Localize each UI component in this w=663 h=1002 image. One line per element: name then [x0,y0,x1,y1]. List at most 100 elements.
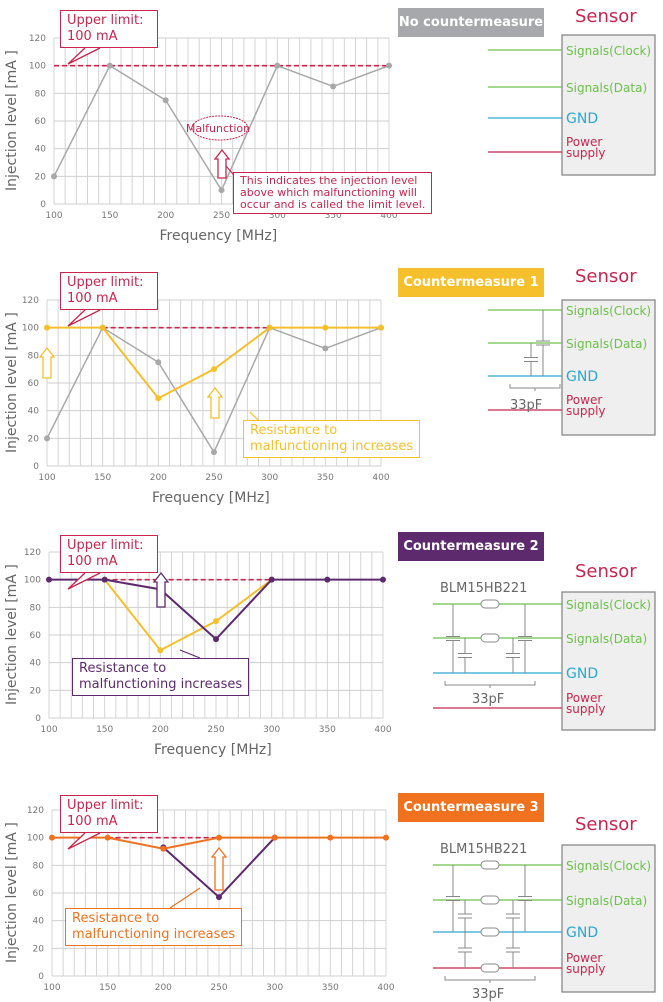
sensor-box [561,844,656,993]
ferrite-bead-icon [480,963,500,973]
ferrite-bead-icon [480,927,500,937]
data-point [162,97,169,104]
signal-label-4: Power supply [566,135,606,160]
data-point [104,834,111,841]
up-arrow-icon [206,386,224,419]
data-point [99,324,106,331]
panel-2: 0 20 40 60 80 100 120 100 150 200 250 300 350 400 Sign… [0,262,663,524]
ferrite-bead-icon [480,860,500,870]
malfunction-label: Malfunction [186,122,250,135]
annotation-note: Resistance to malfunctioning increases [243,420,421,458]
sensor-title: Sensor [575,266,637,287]
signal-label-4: Power supply [566,393,606,418]
x-tick-label: 350 [325,211,342,221]
capacitor-icon [518,865,532,932]
data-point [49,834,55,841]
chart-4: 0 20 40 60 80 100 120 100 150 200 250 300 350 400 Sign… [27,806,656,1002]
y-tick-label: 120 [22,296,39,306]
x-tick-label: 400 [372,473,389,483]
y-axis-label: Injection level [mA ] [4,312,20,453]
data-point [383,834,389,841]
data-point [330,83,337,90]
series-line-1 [103,578,273,652]
countermeasure-badge: Countermeasure 3 [398,793,544,822]
up-arrow-icon [152,571,170,608]
x-tick-label: 250 [207,725,224,735]
data-point [322,345,329,352]
countermeasure-badge: No countermeasure [398,8,544,37]
brace [444,681,536,688]
countermeasure-badge: Countermeasure 2 [398,532,544,561]
x-tick-label: 200 [150,473,167,483]
x-tick-label: 150 [94,473,111,483]
data-point [160,845,167,852]
capacitor-icon [446,865,460,932]
x-tick-label: 100 [45,211,62,221]
ferrite-bead-icon [480,895,500,905]
chart-2: 0 20 40 60 80 100 120 100 150 200 250 300 350 400 Sign… [22,296,656,483]
data-point [213,618,219,625]
x-axis-label: Frequency [MHz] [152,490,270,506]
capacitor-icon [524,343,538,376]
x-tick-label: 100 [38,473,55,483]
y-tick-label: 100 [27,834,44,844]
sensor-box [561,591,656,731]
panel-1: 0 20 40 60 80 100 120 100 150 200 250 300 350 400 Malf… [0,0,663,262]
data-point [157,647,164,654]
capacitor-icon [458,638,472,673]
x-tick-label: 100 [40,725,57,735]
signal-label-4: Power supply [566,951,606,976]
signal-label-2: Signals(Data) [566,894,647,908]
callout-tail [67,309,101,327]
upper-limit-callout: Upper limit: 100 mA [60,535,158,573]
data-point [44,435,50,442]
data-point [386,62,392,69]
upper-limit-callout: Upper limit: 100 mA [60,10,158,48]
callout-tail [67,572,101,590]
data-point [51,173,57,180]
brace [509,384,561,391]
sensor-title: Sensor [575,6,637,27]
capacitance-label: 33pF [510,398,542,413]
sensor-title: Sensor [575,561,637,582]
data-point [101,576,108,583]
x-tick-label: 300 [261,473,278,483]
data-point [46,576,52,583]
signal-label-4: Power supply [566,691,606,716]
capacitor-icon [506,900,520,932]
capacitor-icon [446,604,460,673]
brace [444,976,536,983]
upper-limit-callout: Upper limit: 100 mA [60,795,158,833]
data-point [216,894,222,901]
data-point [211,449,217,456]
ferrite-bead-icon [480,599,500,609]
data-point [378,324,384,331]
data-point [268,576,275,583]
data-point [106,62,113,69]
data-point [218,187,225,194]
x-axis-label: Frequency [MHz] [154,742,272,758]
x-tick-label: 250 [213,211,230,221]
annotation-note: This indicates the injection level above… [233,172,433,214]
y-tick-label: 60 [30,631,42,641]
panel-4: 0 20 40 60 80 100 120 100 150 200 250 300 350 400 Sign… [0,785,663,1002]
x-tick-label: 300 [269,211,286,221]
x-tick-label: 150 [101,211,118,221]
up-arrow-icon [38,346,56,379]
data-point [380,576,386,583]
y-tick-label: 80 [28,351,40,361]
x-tick-label: 200 [155,983,172,993]
y-tick-label: 60 [28,379,40,389]
up-arrow-icon [210,846,228,891]
capacitor-icon [506,638,520,673]
annotation-note: Resistance to malfunctioning increases [65,908,243,946]
capacitor-icon [458,932,472,968]
data-point [324,576,331,583]
x-axis-label: Frequency [MHz] [159,228,278,244]
ferrite-bead-part-label: BLM15HB221 [440,842,527,857]
capacitor-icon [458,900,472,932]
sensor-box [561,34,656,176]
signal-label-2: Signals(Data) [566,632,647,646]
y-tick-label: 80 [30,603,42,613]
signal-label-2: Signals(Data) [566,81,647,95]
